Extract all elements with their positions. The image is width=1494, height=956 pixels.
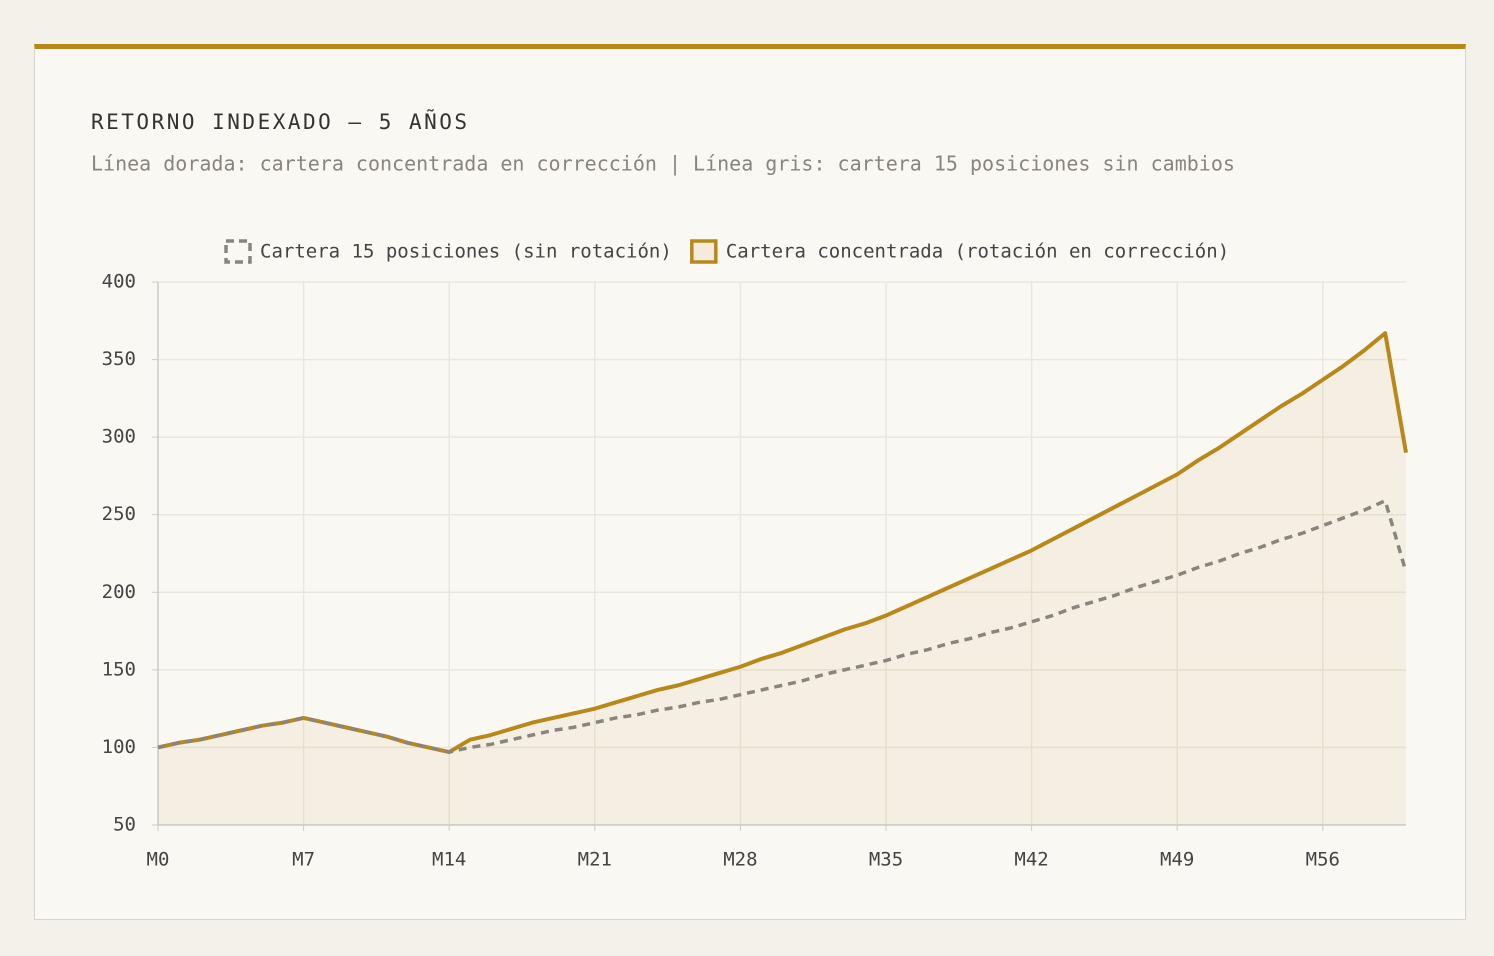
x-tick-label: M35 <box>869 849 903 871</box>
x-tick-label: M7 <box>292 849 315 871</box>
x-tick-label: M49 <box>1160 849 1194 871</box>
y-tick-label: 100 <box>102 736 136 758</box>
legend-label: Cartera 15 posiciones (sin rotación) <box>260 241 672 263</box>
x-tick-label: M42 <box>1014 849 1048 871</box>
y-tick-label: 250 <box>102 503 136 525</box>
legend-swatch <box>690 239 718 264</box>
card <box>34 44 1466 920</box>
x-tick-label: M0 <box>147 849 170 871</box>
y-tick-label: 400 <box>102 271 136 293</box>
y-tick-label: 350 <box>102 348 136 370</box>
y-tick-label: 200 <box>102 581 136 603</box>
x-tick-label: M14 <box>432 849 466 871</box>
x-tick-label: M21 <box>578 849 612 871</box>
legend-label: Cartera concentrada (rotación en correcc… <box>726 241 1229 263</box>
area <box>158 333 1406 825</box>
x-tick-label: M56 <box>1306 849 1340 871</box>
legend-swatch <box>224 239 252 264</box>
line <box>157 499 1408 754</box>
y-tick-label: 150 <box>102 658 136 680</box>
y-tick-label: 50 <box>113 814 136 836</box>
x-tick-label: M28 <box>723 849 757 871</box>
y-tick-label: 300 <box>102 426 136 448</box>
chart-subtitle: Línea dorada: cartera concentrada en cor… <box>91 152 1235 176</box>
chart-title: RETORNO INDEXADO — 5 AÑOS <box>91 108 470 134</box>
